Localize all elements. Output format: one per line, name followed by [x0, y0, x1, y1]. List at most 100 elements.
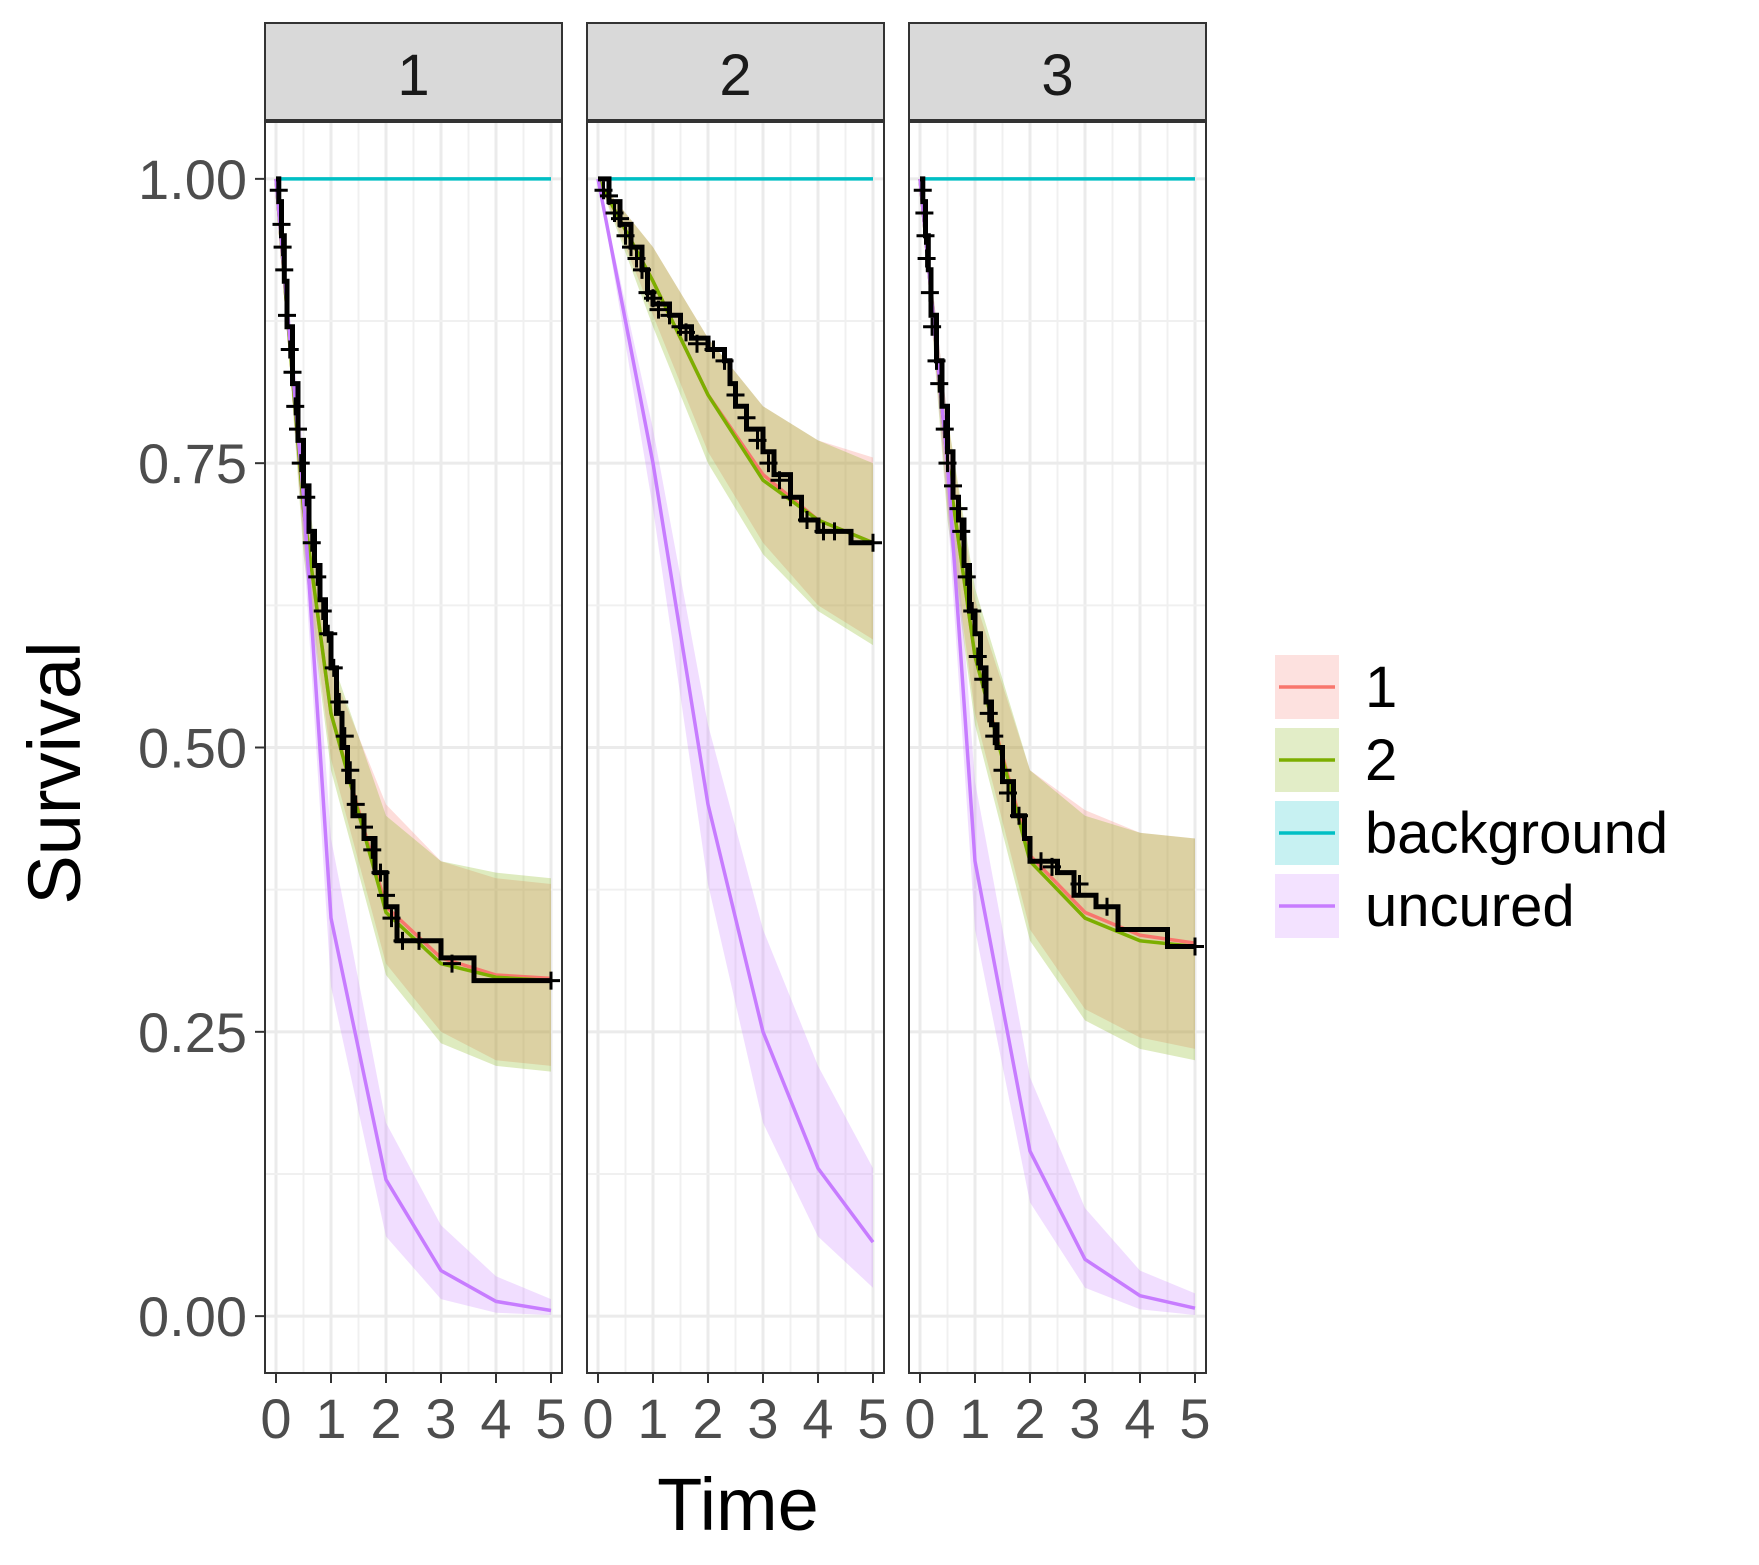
censor-mark [377, 886, 395, 905]
censor-mark [916, 226, 935, 245]
censor-mark [949, 499, 968, 518]
censor-mark [346, 795, 365, 814]
x-tick-label: 3 [425, 1387, 456, 1450]
x-tick-label: 0 [260, 1387, 291, 1450]
censor-mark [759, 454, 778, 473]
ribbon-uncured [598, 178, 873, 1288]
censor-mark [611, 209, 629, 228]
censor-mark [627, 249, 646, 268]
censor-mark [737, 408, 756, 427]
censor-mark [952, 522, 971, 541]
x-axis-title: Time [657, 1463, 819, 1546]
censor-mark [319, 624, 338, 643]
legend-item-2: 2 [1275, 728, 1397, 793]
censor-mark [935, 420, 954, 439]
facet-panel-2: 20 1 2 3 4 5 [582, 22, 889, 1450]
facet-strip [264, 22, 563, 121]
x-tick-label: 0 [582, 1387, 613, 1450]
censor-mark [715, 351, 734, 370]
x-tick-label: 5 [857, 1387, 888, 1450]
x-tick-label: 4 [480, 1387, 511, 1450]
facet-panel-1: 10 1 2 3 4 5 [260, 22, 567, 1450]
legend-label: 1 [1365, 655, 1397, 720]
panel-border [586, 121, 885, 1374]
censor-mark [985, 727, 1004, 746]
censor-mark [979, 704, 998, 723]
legend-item-1: 1 [1275, 655, 1397, 720]
censor-mark [825, 522, 844, 541]
x-tick-label: 3 [747, 1387, 778, 1450]
censor-mark [704, 340, 723, 359]
censor-mark [660, 306, 679, 325]
censor-mark [393, 931, 412, 950]
x-tick-label: 0 [904, 1387, 935, 1450]
x-tick-label: 2 [692, 1387, 723, 1450]
facet-strip [908, 22, 1207, 121]
censor-mark [1070, 874, 1089, 893]
y-tick-label: 0.50 [138, 717, 247, 780]
ribbon-1 [598, 178, 873, 640]
censor-mark [781, 488, 800, 507]
ribbon-1 [920, 178, 1195, 1049]
ribbon-2 [920, 178, 1195, 1061]
censor-mark [993, 761, 1012, 780]
y-axis-title: Survival [13, 641, 96, 904]
y-axis: 0.00 0.25 0.50 0.75 1.00 [138, 148, 265, 1348]
censor-mark [1043, 857, 1061, 876]
x-tick-label: 2 [1014, 1387, 1045, 1450]
censor-mark [269, 181, 288, 200]
legend-label: background [1365, 801, 1668, 866]
censor-mark [272, 215, 291, 234]
censor-mark [286, 397, 305, 416]
x-tick-label: 3 [1069, 1387, 1100, 1450]
y-tick-label: 0.00 [138, 1285, 247, 1348]
censor-mark [968, 647, 987, 666]
censor-mark [917, 249, 936, 268]
x-tick-label: 2 [370, 1387, 401, 1450]
censor-mark [297, 488, 316, 507]
censor-mark [915, 203, 934, 222]
censor-mark [1098, 897, 1116, 916]
facet-panels: 10 1 2 3 4 520 1 2 3 4 530 1 2 3 4 5 [260, 22, 1211, 1450]
censor-marks [594, 181, 882, 552]
facet-strip-label: 3 [1041, 43, 1073, 108]
km-curve [920, 176, 1195, 949]
y-tick-label: 1.00 [138, 148, 247, 211]
censor-mark [999, 783, 1017, 802]
censor-mark [864, 533, 882, 552]
censor-mark [748, 431, 767, 450]
legend-item-background: background [1275, 801, 1668, 866]
ribbon-uncured [276, 178, 551, 1315]
censor-mark [283, 363, 302, 382]
series-line-uncured [596, 178, 875, 1244]
censor-mark [1186, 937, 1204, 956]
y-tick-label: 0.25 [138, 1001, 247, 1064]
censor-mark [302, 533, 321, 552]
censor-mark [289, 420, 307, 439]
x-tick-label: 5 [1179, 1387, 1210, 1450]
censor-mark [371, 863, 390, 882]
censor-mark [324, 658, 343, 677]
censor-mark [644, 289, 662, 308]
censor-mark [930, 374, 949, 393]
x-tick-label: 1 [959, 1387, 990, 1450]
censor-mark [913, 181, 932, 200]
censor-mark [341, 761, 360, 780]
censor-mark [944, 476, 962, 495]
grid-lines [909, 122, 1206, 1373]
censor-mark [275, 260, 294, 279]
legend: 1 2 background uncured [1275, 655, 1668, 939]
censor-mark [920, 283, 939, 302]
censor-mark [963, 602, 982, 621]
censor-mark [923, 317, 942, 336]
censor-mark [798, 511, 816, 530]
censor-mark [616, 226, 635, 245]
censor-mark [410, 931, 428, 950]
censor-mark [770, 471, 789, 490]
censor-marks [269, 181, 560, 990]
censor-mark [335, 727, 354, 746]
legend-item-uncured: uncured [1275, 874, 1575, 939]
x-tick-label: 5 [535, 1387, 566, 1450]
censor-mark [291, 454, 310, 473]
